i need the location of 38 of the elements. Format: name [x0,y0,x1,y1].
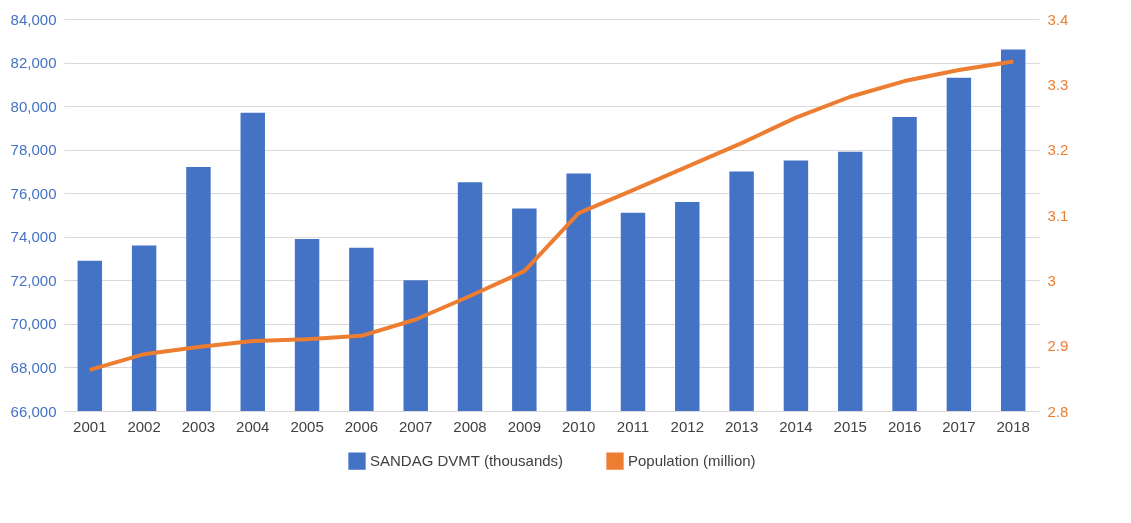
x-tick-label: 2011 [616,417,650,435]
y2-tick-label: 3 [1047,271,1056,289]
y2-tick-label: 3.4 [1047,10,1069,28]
y2-tick-label: 2.9 [1047,337,1069,355]
y-tick-label: 70,000 [10,315,57,333]
line-series [87,59,1016,372]
legend-label: SANDAG DVMT (thousands) [370,452,564,470]
y-tick-label: 66,000 [10,402,57,420]
x-tick-label: 2001 [73,417,107,435]
x-tick-label: 2009 [507,417,542,435]
x-tick-label: 2005 [290,417,324,435]
x-tick-label: 2014 [779,417,813,435]
y2-tick-label: 2.8 [1047,402,1069,420]
y-tick-label: 74,000 [10,228,57,246]
y-tick-label: 78,000 [10,141,57,159]
x-tick-label: 2003 [181,417,216,435]
y2-tick-label: 3.2 [1047,141,1069,159]
y2-tick-label: 3.1 [1047,206,1069,224]
y2-tick-label: 3.3 [1047,75,1069,93]
x-tick-label: 2012 [670,417,704,435]
x-tick-label: 2006 [344,417,379,435]
y-tick-label: 82,000 [10,54,57,72]
y-tick-label: 80,000 [10,97,57,115]
x-tick-label: 2002 [127,417,161,435]
legend-label: Population (million) [628,452,756,470]
x-tick-label: 2007 [399,417,433,435]
x-tick-label: 2017 [942,417,976,435]
x-tick-label: 2004 [236,417,270,435]
x-tick-label: 2015 [833,417,867,435]
x-tick-label: 2008 [453,417,487,435]
y-tick-label: 84,000 [10,10,57,28]
x-tick-label: 2016 [887,417,922,435]
x-tick-label: 2013 [724,417,759,435]
y-tick-label: 72,000 [10,271,57,289]
y-tick-label: 68,000 [10,358,57,376]
x-tick-label: 2010 [561,417,596,435]
y-tick-label: 76,000 [10,184,57,202]
x-tick-label: 2018 [996,417,1030,435]
